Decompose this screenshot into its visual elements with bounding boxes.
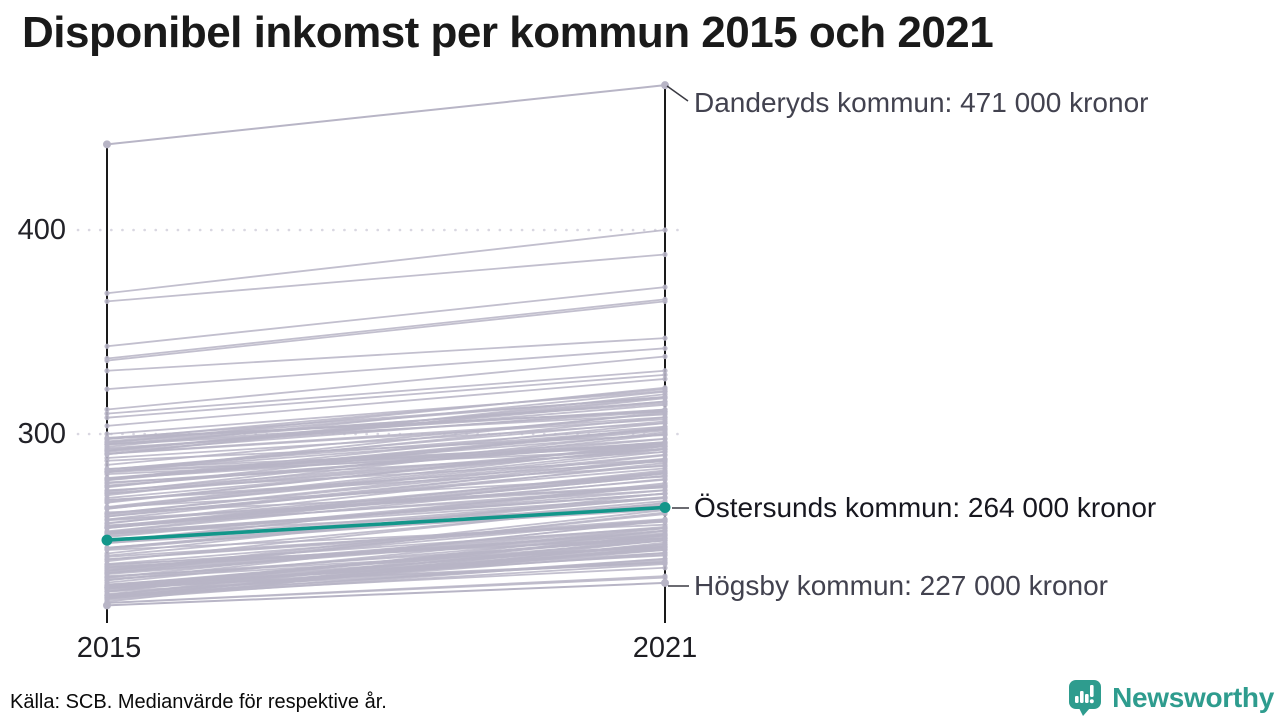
background-municipality-lines <box>106 229 666 604</box>
y-axis-tick-400: 400 <box>17 214 66 246</box>
annotation-leader-lines <box>666 85 689 587</box>
labeled-series-lines <box>101 81 671 610</box>
x-axis-tick-2015: 2015 <box>76 632 142 664</box>
leader-line-danderyd <box>666 85 689 102</box>
newsworthy-logo-text: Newsworthy <box>1112 681 1274 713</box>
source-note: Källa: SCB. Medianvärde för respektive å… <box>10 691 387 713</box>
y-axis-tick-300: 300 <box>17 418 66 450</box>
annotation-ostersund: Östersunds kommun: 264 000 kronor <box>694 492 1157 523</box>
annotation-hogsby: Högsby kommun: 227 000 kronor <box>694 570 1108 601</box>
newsworthy-logo: Newsworthy <box>1068 679 1274 716</box>
chart-title: Disponibel inkomst per kommun 2015 och 2… <box>22 8 994 57</box>
annotation-danderyd: Danderyds kommun: 471 000 kronor <box>694 87 1149 118</box>
newsworthy-bubble-chart-icon <box>1069 680 1102 716</box>
x-axis-tick-2021: 2021 <box>632 632 698 664</box>
